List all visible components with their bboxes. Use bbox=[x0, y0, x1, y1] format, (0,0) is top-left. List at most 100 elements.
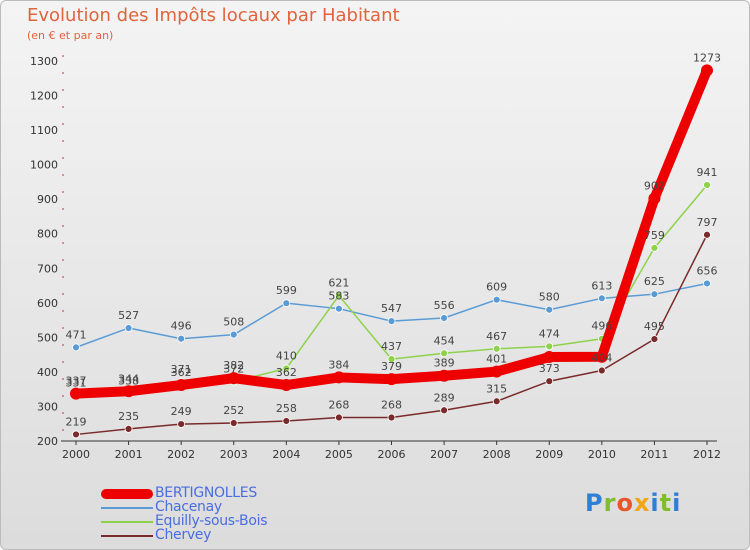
x-tick-label: 2002 bbox=[167, 448, 195, 461]
legend-swatch-chacenay bbox=[101, 507, 153, 509]
data-label-equilly-sous-bois: 371 bbox=[171, 363, 192, 376]
chart-title: Evolution des Impôts locaux par Habitant bbox=[27, 5, 400, 26]
data-label-chacenay: 556 bbox=[434, 299, 455, 312]
data-point-equilly-sous-bois bbox=[335, 291, 343, 300]
data-label-bertignolles: 362 bbox=[276, 366, 297, 379]
data-label-equilly-sous-bois: 437 bbox=[381, 340, 402, 353]
data-label-chacenay: 471 bbox=[66, 328, 87, 341]
x-tick-label: 2001 bbox=[115, 448, 143, 461]
data-point-equilly-sous-bois bbox=[545, 342, 554, 351]
data-point-chacenay bbox=[124, 324, 133, 332]
data-point-bertignolles bbox=[490, 365, 503, 378]
x-tick-label: 2006 bbox=[378, 448, 406, 461]
data-label-bertignolles: 384 bbox=[328, 358, 349, 371]
data-label-chacenay: 547 bbox=[381, 302, 402, 315]
data-label-bertignolles: 1273 bbox=[693, 51, 721, 64]
data-label-chacenay: 625 bbox=[644, 275, 665, 288]
data-label-equilly-sous-bois: 410 bbox=[276, 349, 297, 362]
data-label-chacenay: 508 bbox=[223, 316, 244, 329]
data-label-equilly-sous-bois: 759 bbox=[644, 229, 665, 242]
data-label-chacenay: 656 bbox=[697, 264, 718, 277]
y-tick-label: 700 bbox=[37, 262, 58, 275]
logo-letter: P bbox=[585, 489, 604, 517]
data-label-chacenay: 580 bbox=[539, 291, 560, 304]
data-point-chervey bbox=[440, 406, 448, 415]
data-point-bertignolles bbox=[543, 351, 556, 364]
legend-item-bertignolles: BERTIGNOLLES bbox=[101, 485, 361, 501]
data-point-bertignolles bbox=[648, 192, 661, 205]
data-label-chervey: 249 bbox=[171, 405, 192, 418]
data-label-chacenay: 583 bbox=[328, 290, 349, 303]
proxiti-logo: Proxiti bbox=[585, 489, 681, 517]
data-point-chervey bbox=[545, 377, 554, 386]
data-label-equilly-sous-bois: 338 bbox=[118, 374, 139, 387]
data-label-equilly-sous-bois: 474 bbox=[539, 327, 560, 340]
data-point-chervey bbox=[335, 413, 343, 422]
legend-swatch-bertignolles bbox=[101, 489, 153, 499]
data-point-bertignolles bbox=[332, 371, 345, 384]
data-point-chacenay bbox=[72, 343, 80, 352]
x-tick-label: 2011 bbox=[640, 448, 668, 461]
y-tick-label: 600 bbox=[37, 297, 58, 310]
data-point-chacenay bbox=[597, 294, 606, 303]
legend-label-chacenay: Chacenay bbox=[155, 499, 222, 515]
y-tick-label: 500 bbox=[37, 331, 58, 344]
data-label-bertignolles: 344 bbox=[118, 372, 139, 385]
data-point-bertignolles bbox=[70, 387, 82, 400]
legend-swatch-equilly bbox=[101, 521, 153, 523]
data-label-bertignolles: 382 bbox=[223, 359, 244, 372]
y-tick-label: 900 bbox=[37, 193, 58, 206]
x-tick-label: 2007 bbox=[430, 448, 458, 461]
data-point-bertignolles bbox=[175, 379, 188, 392]
data-point-equilly-sous-bois bbox=[440, 349, 448, 358]
legend-label-chervey: Chervey bbox=[155, 527, 212, 543]
x-tick-label: 2009 bbox=[535, 448, 563, 461]
data-label-bertignolles: 379 bbox=[381, 360, 402, 373]
data-label-chervey: 315 bbox=[486, 382, 507, 395]
data-point-chacenay bbox=[387, 317, 396, 326]
data-label-chervey: 495 bbox=[644, 320, 665, 333]
x-tick-label: 2005 bbox=[325, 448, 353, 461]
data-label-bertignolles: 902 bbox=[644, 179, 665, 192]
data-label-equilly-sous-bois: 331 bbox=[66, 377, 87, 390]
data-label-chervey: 268 bbox=[381, 399, 402, 412]
data-point-chervey bbox=[282, 417, 291, 425]
legend-item-chervey: Chervey bbox=[101, 527, 361, 543]
data-point-chacenay bbox=[650, 290, 659, 299]
data-point-bertignolles bbox=[280, 379, 293, 392]
logo-letter: i bbox=[672, 489, 682, 517]
axes-layer: 200 300 400 500 600 700 800 900 1000 1100 1200 1300… bbox=[30, 55, 721, 461]
logo-letter: t bbox=[659, 489, 673, 517]
data-label-equilly-sous-bois: 372 bbox=[223, 363, 244, 376]
data-point-chervey bbox=[72, 430, 80, 439]
legend-label-equilly: Equilly-sous-Bois bbox=[155, 513, 268, 529]
y-tick-label: 200 bbox=[37, 435, 58, 448]
data-point-bertignolles bbox=[227, 372, 240, 385]
data-label-chervey: 258 bbox=[276, 402, 297, 415]
data-label-bertignolles: 401 bbox=[486, 353, 507, 366]
data-point-chervey bbox=[124, 425, 133, 433]
data-point-bertignolles bbox=[385, 373, 398, 386]
data-label-equilly-sous-bois: 941 bbox=[697, 166, 718, 179]
data-point-chacenay bbox=[282, 299, 291, 308]
data-point-chervey bbox=[650, 335, 659, 343]
data-label-chervey: 268 bbox=[328, 399, 349, 412]
data-point-equilly-sous-bois bbox=[282, 364, 291, 373]
logo-letter: o bbox=[616, 489, 634, 517]
data-label-chervey: 235 bbox=[118, 410, 139, 423]
data-label-chacenay: 496 bbox=[171, 320, 192, 333]
data-point-chervey bbox=[492, 397, 501, 406]
data-point-chacenay bbox=[440, 314, 448, 322]
legend-swatch-chervey bbox=[101, 535, 153, 537]
y-tick-label: 400 bbox=[37, 366, 58, 379]
data-label-equilly-sous-bois: 496 bbox=[591, 320, 612, 333]
data-label-chervey: 252 bbox=[223, 404, 244, 417]
data-labels-layer: 337 344 362 382 362 384 379 389 401 902 1273 471 527… bbox=[66, 51, 722, 428]
x-tick-label: 2010 bbox=[588, 448, 616, 461]
x-tick-label: 2008 bbox=[483, 448, 511, 461]
data-label-chacenay: 527 bbox=[118, 309, 139, 322]
data-point-chacenay bbox=[229, 330, 238, 339]
x-tick-label: 2012 bbox=[693, 448, 721, 461]
